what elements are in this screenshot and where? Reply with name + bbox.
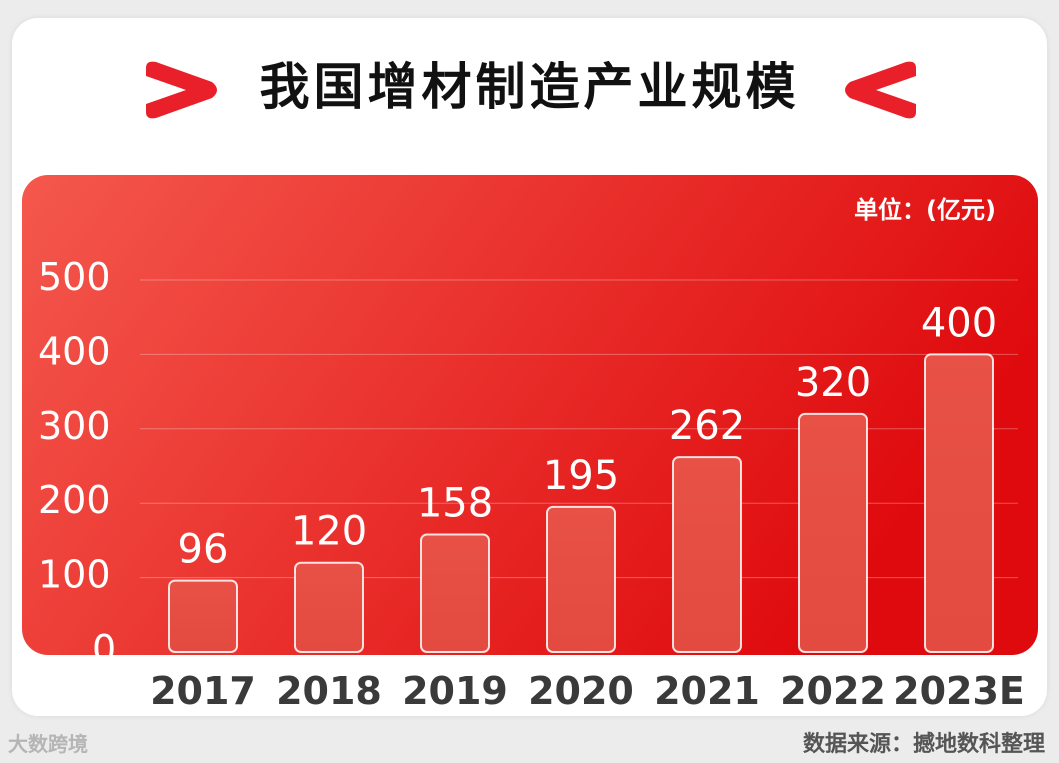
bar	[420, 533, 490, 653]
gridlines	[140, 279, 1018, 579]
y-tick-label: 400	[38, 329, 111, 373]
brand-logo: 大数跨境	[8, 732, 88, 756]
y-tick-label: 200	[38, 478, 111, 522]
y-tick-label: 0	[92, 627, 116, 671]
y-tick-label: 100	[38, 553, 111, 597]
x-tick-label: 2017	[150, 669, 256, 713]
y-tick-label: 500	[38, 255, 111, 299]
bar	[924, 353, 994, 653]
data-label: 262	[669, 403, 745, 449]
data-label: 320	[795, 360, 871, 406]
bars	[168, 353, 994, 654]
data-label: 195	[543, 453, 619, 499]
x-tick-label: 2018	[276, 669, 382, 713]
x-tick-label: 2022	[780, 669, 886, 713]
x-tick-label: 2020	[528, 669, 634, 713]
chart-panel	[22, 175, 1038, 655]
chevron-right-icon	[146, 61, 217, 119]
y-axis: 0 100 200 300 400 500	[38, 255, 116, 671]
x-tick-label: 2021	[654, 669, 760, 713]
bar	[294, 561, 364, 653]
bar	[672, 456, 742, 653]
data-labels: 96 120 158 195 262 320 400	[178, 300, 998, 572]
data-label: 96	[178, 527, 229, 573]
bar	[546, 505, 616, 654]
data-label: 158	[417, 480, 493, 526]
page-title: 我国增材制造产业规模	[259, 58, 800, 116]
x-axis: 2017 2018 2019 2020 2021 2022 2023E	[150, 669, 1025, 713]
x-tick-label: 2023E	[893, 669, 1025, 713]
unit-label: 单位：(亿元)	[854, 196, 996, 224]
bar	[168, 579, 238, 653]
source-note: 数据来源：撼地数科整理	[802, 732, 1045, 757]
chevron-left-icon	[845, 61, 916, 119]
data-label: 120	[291, 509, 367, 555]
y-tick-label: 300	[38, 404, 111, 448]
bar	[798, 412, 868, 654]
data-label: 400	[921, 300, 997, 346]
x-tick-label: 2019	[402, 669, 508, 713]
